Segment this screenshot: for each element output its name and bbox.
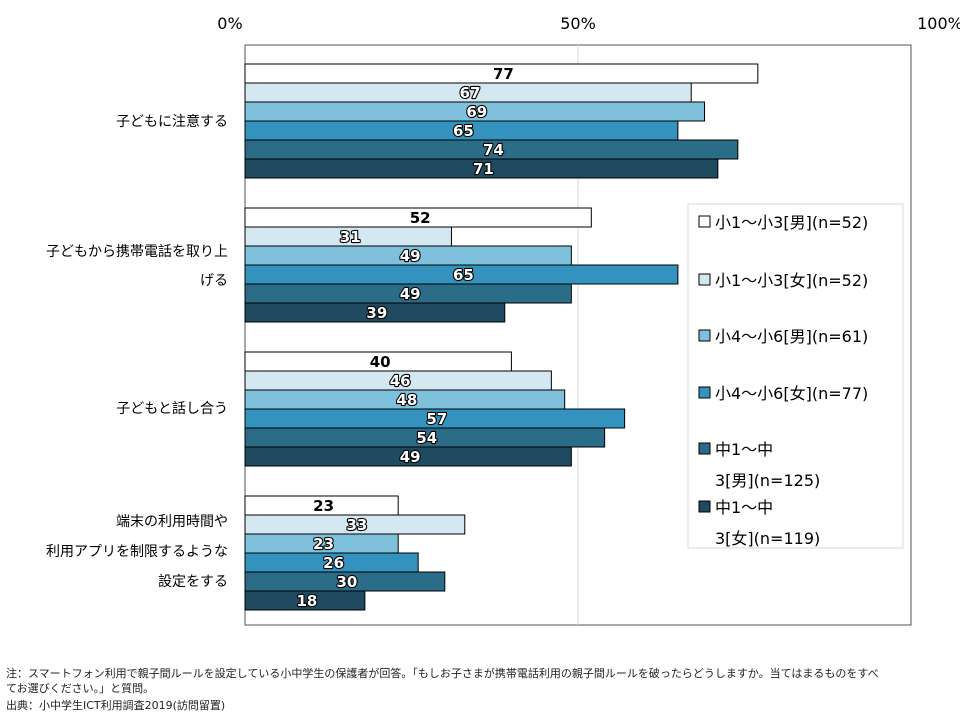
data-label: 57: [426, 410, 447, 428]
bar: [244, 590, 366, 611]
category-label: 子どもと話し合う: [116, 400, 228, 417]
legend-label: 中1～中: [715, 440, 773, 459]
category-label: げる: [200, 273, 228, 289]
data-label: 39: [366, 304, 387, 322]
legend-label: 小1～小3[女](n=52): [715, 271, 868, 290]
data-label: 26: [323, 554, 344, 572]
footnote-line-1: 注：スマートフォン利用で親子間ルールを設定している小中学生の保護者が回答。「もし…: [6, 667, 879, 680]
data-label: 71: [473, 160, 494, 178]
legend-swatch: [698, 329, 711, 342]
data-label: 74: [483, 141, 504, 159]
bar: [244, 446, 572, 467]
legend-label: 小1～小3[男](n=52): [715, 213, 868, 232]
x-tick-label: 0%: [217, 14, 242, 33]
x-tick-label: 50%: [560, 14, 596, 33]
category-label: 端末の利用時間や: [116, 514, 228, 530]
legend-label: 3[女](n=119): [715, 529, 820, 548]
data-label: 49: [400, 247, 421, 265]
legend-box: [687, 203, 904, 549]
data-label: 40: [370, 353, 391, 371]
bar: [244, 302, 506, 323]
category-label: 子どもから携帯電話を取り上: [46, 243, 228, 260]
data-label: 49: [400, 285, 421, 303]
data-label: 23: [313, 497, 334, 515]
category-label: 設定をする: [158, 574, 228, 590]
bar: [244, 158, 719, 179]
data-label: 65: [453, 266, 474, 284]
data-label: 77: [493, 65, 514, 83]
footnote-line-2: てお選びください。」と質問。: [6, 682, 155, 695]
data-label: 30: [336, 573, 357, 591]
data-label: 18: [297, 592, 318, 610]
legend-swatch: [698, 386, 711, 399]
data-label: 49: [400, 448, 421, 466]
category-label: 利用アプリを制限するような: [46, 544, 228, 560]
legend-label: 中1～中: [715, 498, 773, 517]
data-label: 65: [453, 122, 474, 140]
category-label: 子どもに注意する: [116, 113, 228, 130]
data-label: 33: [346, 516, 367, 534]
legend-swatch: [698, 500, 711, 513]
legend-swatch: [698, 215, 711, 228]
data-label: 67: [460, 84, 481, 102]
data-label: 69: [466, 103, 487, 121]
data-label: 52: [410, 209, 431, 227]
legend-label: 小4～小6[女](n=77): [715, 384, 868, 403]
data-label: 23: [313, 535, 334, 553]
x-tick-label: 100%: [917, 14, 960, 33]
data-label: 54: [416, 429, 437, 447]
source-note: 出典：小中学生ICT利用調査2019(訪問留置): [6, 699, 226, 712]
legend-label: 小4～小6[男](n=61): [715, 327, 868, 346]
data-label: 46: [390, 372, 411, 390]
data-label: 48: [396, 391, 417, 409]
data-label: 31: [340, 228, 361, 246]
legend-swatch: [698, 273, 711, 286]
legend-label: 3[男](n=125): [715, 471, 820, 490]
legend-swatch: [698, 442, 711, 455]
